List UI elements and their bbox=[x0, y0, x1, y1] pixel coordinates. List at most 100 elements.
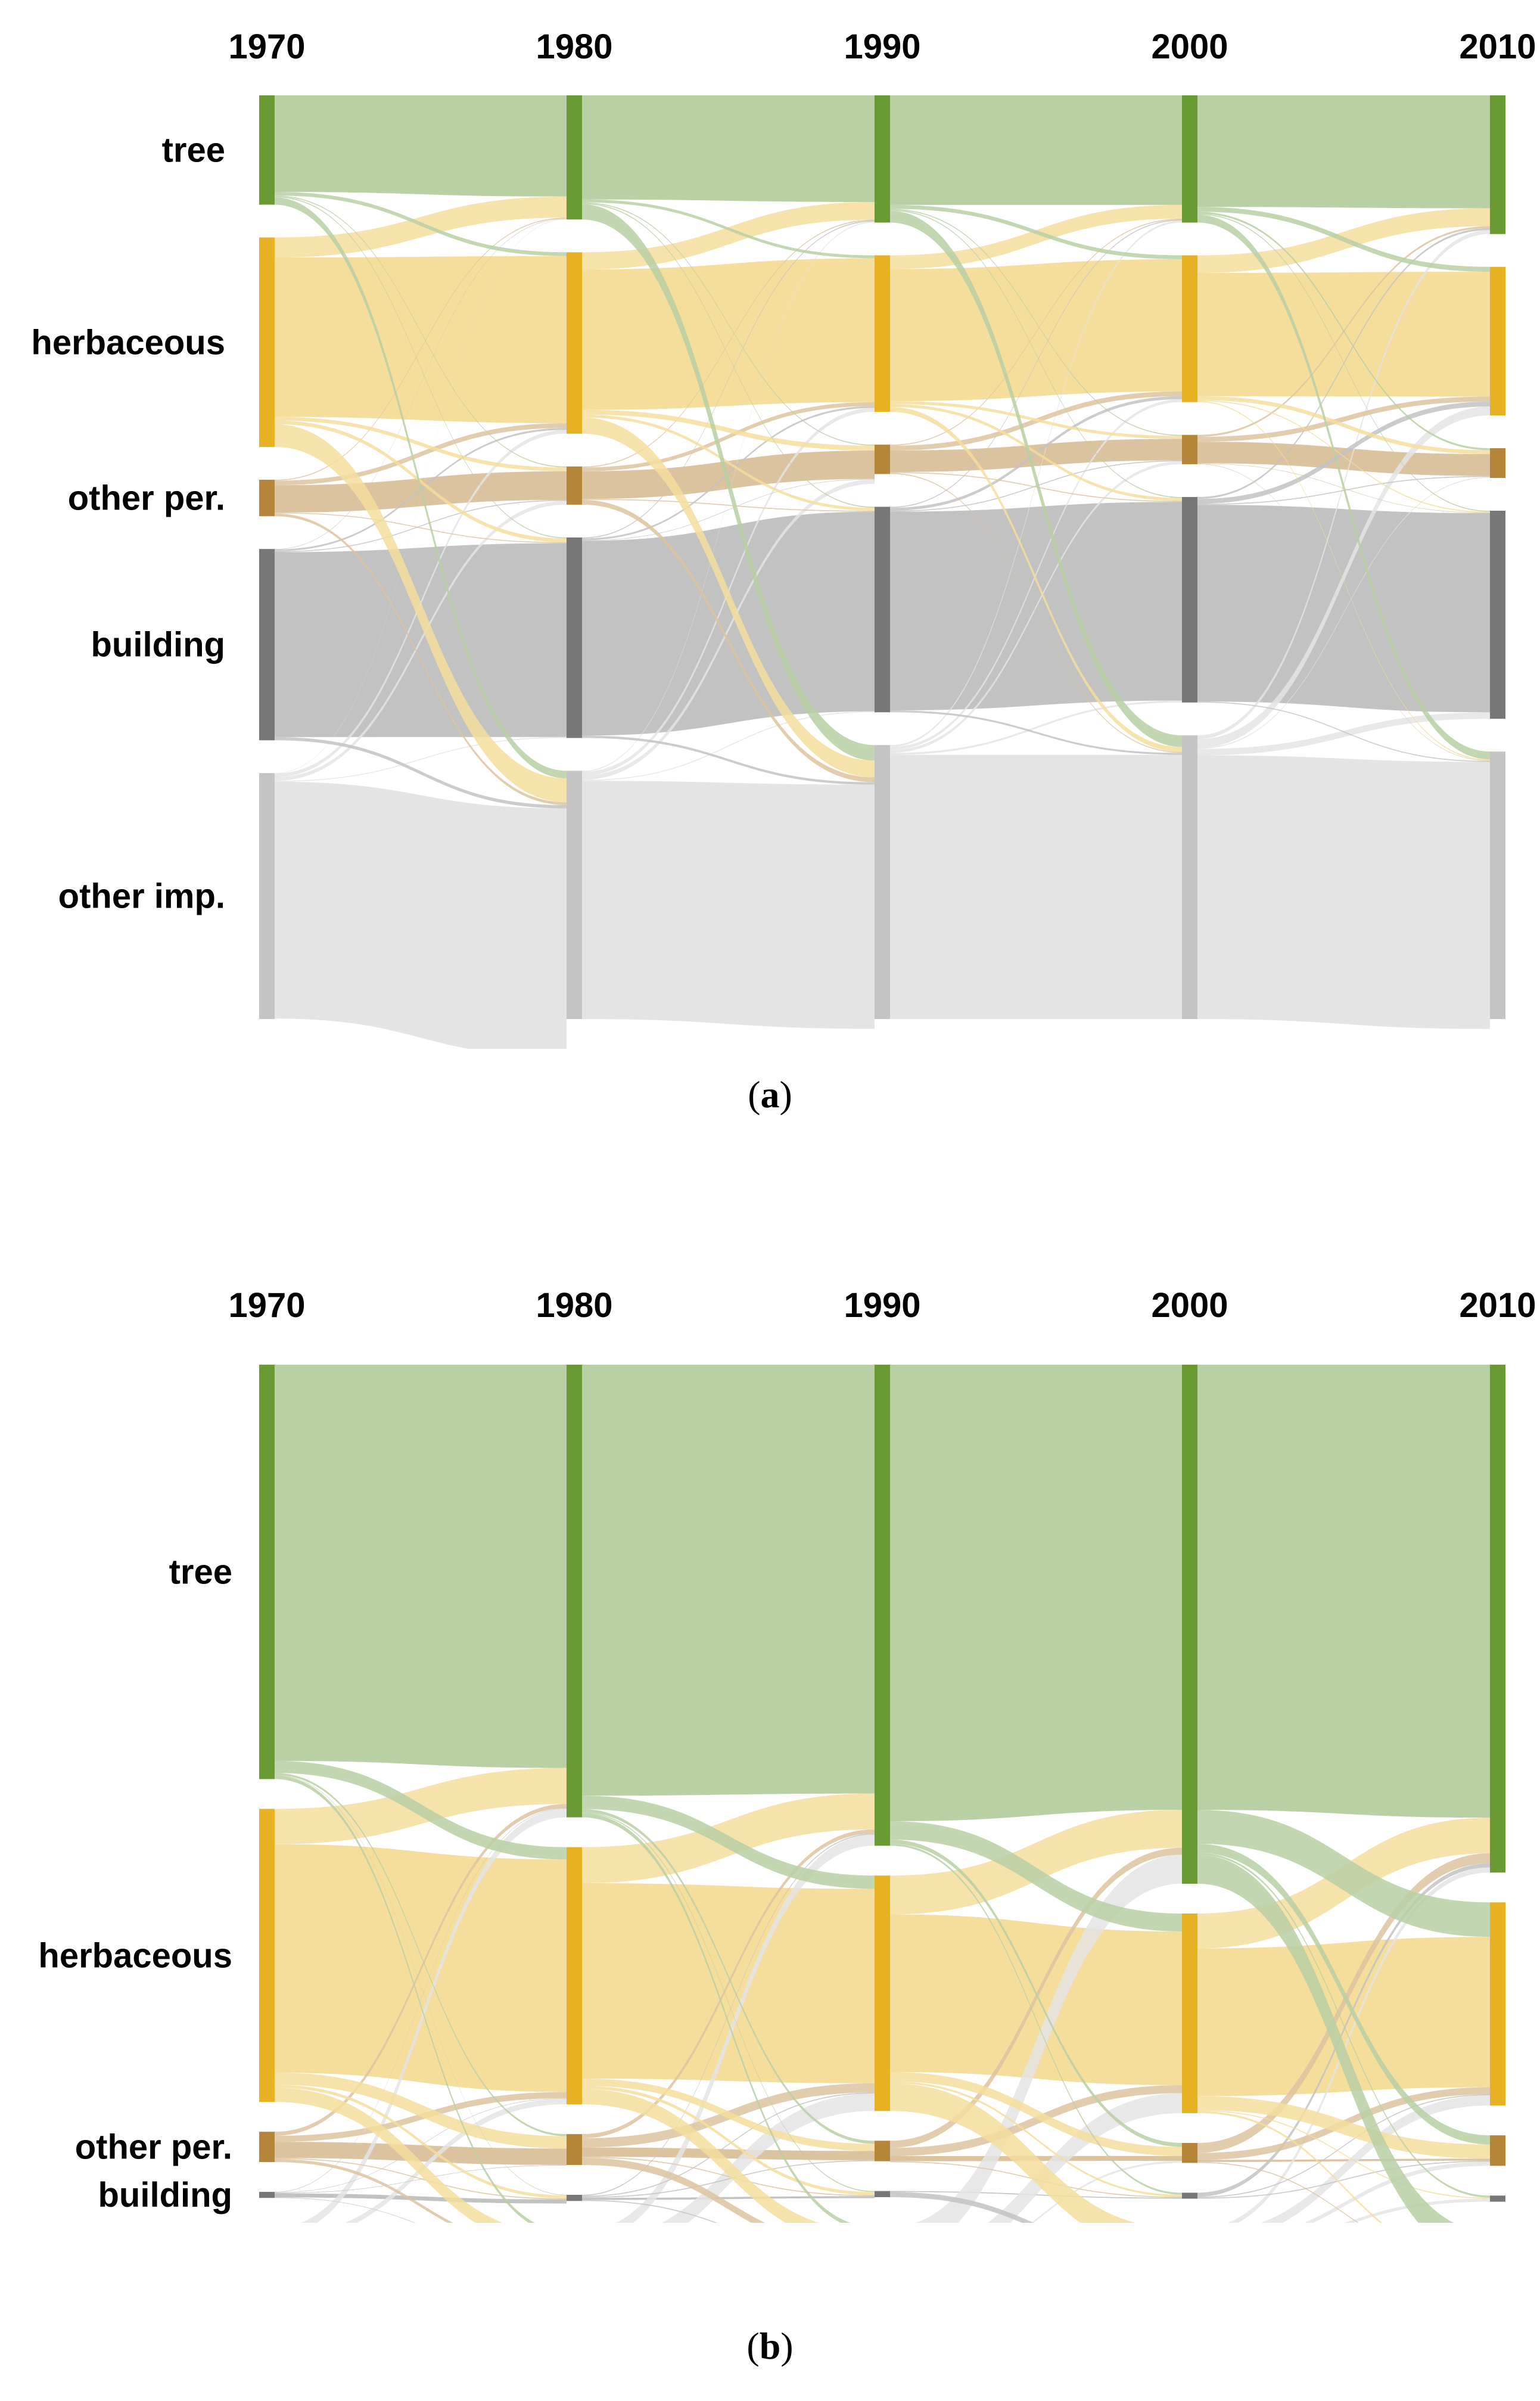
flow-building-to-other-per-2000-2010 bbox=[1197, 2160, 1490, 2199]
node-tree-2000 bbox=[1182, 95, 1197, 223]
node-other-per-1990 bbox=[875, 445, 890, 474]
flow-herbaceous-to-herbaceous-2000-2010 bbox=[1197, 272, 1490, 397]
flow-tree-to-herbaceous-1980-1990 bbox=[582, 1796, 875, 1889]
flow-tree-to-other-per-1970-1980 bbox=[275, 195, 567, 468]
flow-herbaceous-to-building-1970-1980 bbox=[275, 420, 567, 542]
flow-herbaceous-to-other-imp-1970-1980 bbox=[275, 424, 567, 803]
flow-other-per-to-other-per-2000-2010 bbox=[1197, 2158, 1490, 2162]
flow-herbaceous-to-other-per-1980-1990 bbox=[582, 2079, 875, 2151]
node-other-per-1980 bbox=[567, 466, 582, 505]
node-building-2010 bbox=[1490, 511, 1505, 719]
node-herbaceous-1990 bbox=[875, 255, 890, 412]
node-other-per-2000 bbox=[1182, 2142, 1197, 2163]
flow-herbaceous-to-herbaceous-1970-1980 bbox=[275, 256, 567, 424]
node-other-imp-2010 bbox=[1490, 751, 1505, 1019]
labels-b: 1970 1980 1990 2000 2010 tree herbaceous other … bbox=[38, 1286, 1536, 2214]
panel-caption-b: (b) bbox=[746, 2325, 794, 2367]
flow-building-to-other-per-1970-1980 bbox=[275, 499, 567, 552]
flow-building-to-building-2000-2010 bbox=[1197, 505, 1490, 713]
node-tree-2000 bbox=[1182, 1365, 1197, 1884]
flow-other-imp-to-building-1970-1980 bbox=[275, 737, 567, 782]
flow-other-imp-to-herbaceous-1980-1990 bbox=[661, 2094, 875, 2223]
node-other-per-1990 bbox=[875, 2141, 890, 2161]
flow-herbaceous-to-other-per-1970-1980 bbox=[275, 2073, 567, 2149]
flow-other-imp-to-building-2000-2010 bbox=[1197, 712, 1490, 756]
flows-a bbox=[275, 95, 1490, 1049]
nodes-b bbox=[259, 1365, 1505, 2202]
flow-tree-to-other-per-1990-2000 bbox=[890, 1839, 1182, 2147]
flow-tree-to-tree-1980-1990 bbox=[582, 95, 875, 202]
flow-building-to-herbaceous-2000-2010 bbox=[1197, 2094, 1490, 2198]
flow-herbaceous-to-building-1980-1990 bbox=[582, 414, 875, 511]
node-other-per-1970 bbox=[259, 2132, 275, 2163]
flows-b bbox=[275, 1365, 1490, 2223]
flow-building-to-other-imp-1970-1980 bbox=[275, 737, 567, 809]
flow-building-to-tree-1970-1980 bbox=[275, 218, 567, 549]
flow-building-to-building-1980-1990 bbox=[582, 2196, 875, 2200]
flow-tree-to-other-per-2000-2010 bbox=[1197, 212, 1490, 451]
flow-other-per-to-building-1980-1990 bbox=[582, 2157, 875, 2197]
flow-other-imp-to-tree-1980-1990 bbox=[582, 221, 875, 772]
category-label-tree: tree bbox=[169, 1553, 232, 1592]
node-tree-2010 bbox=[1490, 95, 1505, 234]
flow-other-imp-to-other-per-2000-2010 bbox=[1304, 2161, 1490, 2223]
node-building-1970 bbox=[259, 549, 275, 741]
flow-other-imp-to-other-per-2000-2010 bbox=[1197, 477, 1490, 749]
flow-other-per-to-herbaceous-1970-1980 bbox=[275, 423, 567, 486]
flow-other-per-to-other-imp-1980-1990 bbox=[582, 499, 875, 782]
flow-herbaceous-to-tree-1980-1990 bbox=[582, 201, 875, 270]
node-tree-1980 bbox=[567, 1365, 582, 1818]
sankey-chart-a: 1970 1980 1990 2000 2010 tree herbaceous other … bbox=[31, 27, 1536, 1049]
flow-herbaceous-to-other-imp-1970-1980 bbox=[275, 2088, 503, 2223]
flow-other-per-to-building-1990-2000 bbox=[890, 472, 1182, 502]
flow-herbaceous-to-other-imp-1990-2000 bbox=[890, 406, 1182, 752]
flow-herbaceous-to-other-imp-1990-2000 bbox=[890, 2083, 1136, 2223]
flow-other-imp-to-other-per-1980-1990 bbox=[582, 479, 875, 780]
flow-other-imp-to-other-per-1990-2000 bbox=[890, 461, 1182, 753]
flow-building-to-other-per-1980-1990 bbox=[582, 479, 875, 541]
flow-building-to-tree-1980-1990 bbox=[582, 1833, 875, 2196]
sankey-panel-a: 1970 1980 1990 2000 2010 tree herbaceous other … bbox=[0, 0, 1540, 1049]
flow-herbaceous-to-other-per-2000-2010 bbox=[1197, 2096, 1490, 2159]
flow-herbaceous-to-tree-1990-2000 bbox=[890, 204, 1182, 269]
flow-tree-to-building-1980-1990 bbox=[582, 1812, 875, 2192]
category-label-tree: tree bbox=[162, 131, 225, 170]
panel-caption-b-letter: b bbox=[759, 2325, 781, 2367]
flow-building-to-other-imp-1990-2000 bbox=[890, 2192, 1034, 2223]
node-other-imp-1990 bbox=[875, 745, 890, 1019]
flow-herbaceous-to-herbaceous-1990-2000 bbox=[890, 259, 1182, 402]
year-label-1990: 1990 bbox=[844, 27, 920, 66]
year-label-1980: 1980 bbox=[536, 27, 612, 66]
year-label-1970: 1970 bbox=[228, 27, 305, 66]
flow-building-to-building-1970-1980 bbox=[275, 2193, 567, 2204]
year-label-2000: 2000 bbox=[1151, 1286, 1228, 1325]
flow-herbaceous-to-building-1990-2000 bbox=[890, 2081, 1182, 2197]
node-other-per-1980 bbox=[567, 2134, 582, 2165]
node-herbaceous-1990 bbox=[875, 1875, 890, 2111]
flow-herbaceous-to-other-per-1970-1980 bbox=[275, 417, 567, 471]
flow-herbaceous-to-other-imp-2000-2010 bbox=[1197, 401, 1490, 761]
year-label-2010: 2010 bbox=[1459, 27, 1536, 66]
flow-other-imp-to-other-imp-2000-2010 bbox=[1197, 755, 1490, 1029]
flow-tree-to-other-per-1970-1980 bbox=[275, 1773, 567, 2136]
flow-other-imp-to-building-2000-2010 bbox=[1344, 2198, 1490, 2223]
node-herbaceous-2010 bbox=[1490, 266, 1505, 416]
nodes-a bbox=[259, 95, 1505, 1019]
flow-tree-to-herbaceous-1990-2000 bbox=[890, 1821, 1182, 1932]
flow-other-imp-to-other-imp-1980-1990 bbox=[582, 781, 875, 1029]
year-label-2000: 2000 bbox=[1151, 27, 1228, 66]
flow-herbaceous-to-tree-1970-1980 bbox=[275, 196, 567, 258]
flow-other-per-to-other-per-2000-2010 bbox=[1197, 442, 1490, 476]
flow-tree-to-tree-1970-1980 bbox=[275, 95, 567, 197]
flow-tree-to-building-1970-1980 bbox=[275, 196, 567, 539]
flow-other-per-to-other-per-1970-1980 bbox=[275, 2142, 567, 2165]
sankey-chart-b: 1970 1980 1990 2000 2010 tree herbaceous other … bbox=[38, 1286, 1536, 2223]
labels-a: 1970 1980 1990 2000 2010 tree herbaceous other … bbox=[31, 27, 1536, 916]
flow-building-to-herbaceous-2000-2010 bbox=[1197, 401, 1490, 504]
node-building-2000 bbox=[1182, 497, 1197, 703]
panel-caption-a-letter: a bbox=[760, 1073, 780, 1116]
flow-tree-to-other-per-2000-2010 bbox=[1197, 1843, 1490, 2145]
node-building-2000 bbox=[1182, 2192, 1197, 2199]
flow-other-per-to-tree-1970-1980 bbox=[275, 218, 567, 481]
node-building-1980 bbox=[567, 537, 582, 738]
